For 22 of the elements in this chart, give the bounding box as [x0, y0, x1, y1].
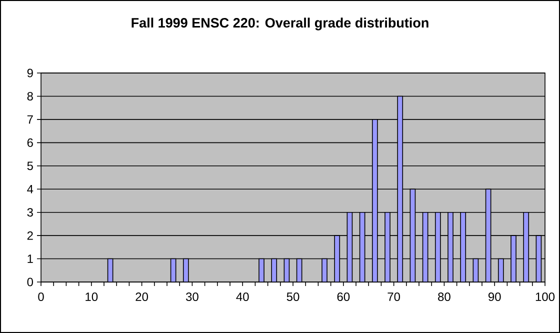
x-tick-label: 10: [86, 292, 98, 302]
x-tick-label: 0: [38, 292, 44, 302]
y-tick-label: 2: [27, 231, 33, 240]
x-tick-label: 60: [337, 292, 350, 302]
chart-title: Fall 1999 ENSC 220: Overall grade distribution: [132, 18, 428, 30]
y-tick-label: 0: [27, 278, 34, 286]
y-tick-label: 6: [27, 138, 33, 147]
x-tick-label: 80: [438, 292, 450, 302]
x-tick-label: 100: [536, 292, 555, 302]
y-tick-label: 1: [28, 254, 33, 263]
y-tick-label: 9: [27, 68, 33, 78]
x-tick-label: 30: [186, 292, 198, 302]
x-tick-label: 70: [388, 292, 400, 302]
y-tick-label: 3: [27, 208, 33, 217]
x-tick-label: 20: [136, 292, 148, 302]
x-tick-label: 40: [236, 292, 249, 302]
x-tick-label: 90: [488, 292, 501, 302]
y-tick-label: 4: [27, 184, 34, 194]
y-tick-label: 5: [27, 162, 33, 170]
y-tick-label: 7: [27, 115, 33, 124]
x-tick-label: 50: [286, 292, 300, 302]
y-tick-label: 8: [27, 92, 33, 100]
